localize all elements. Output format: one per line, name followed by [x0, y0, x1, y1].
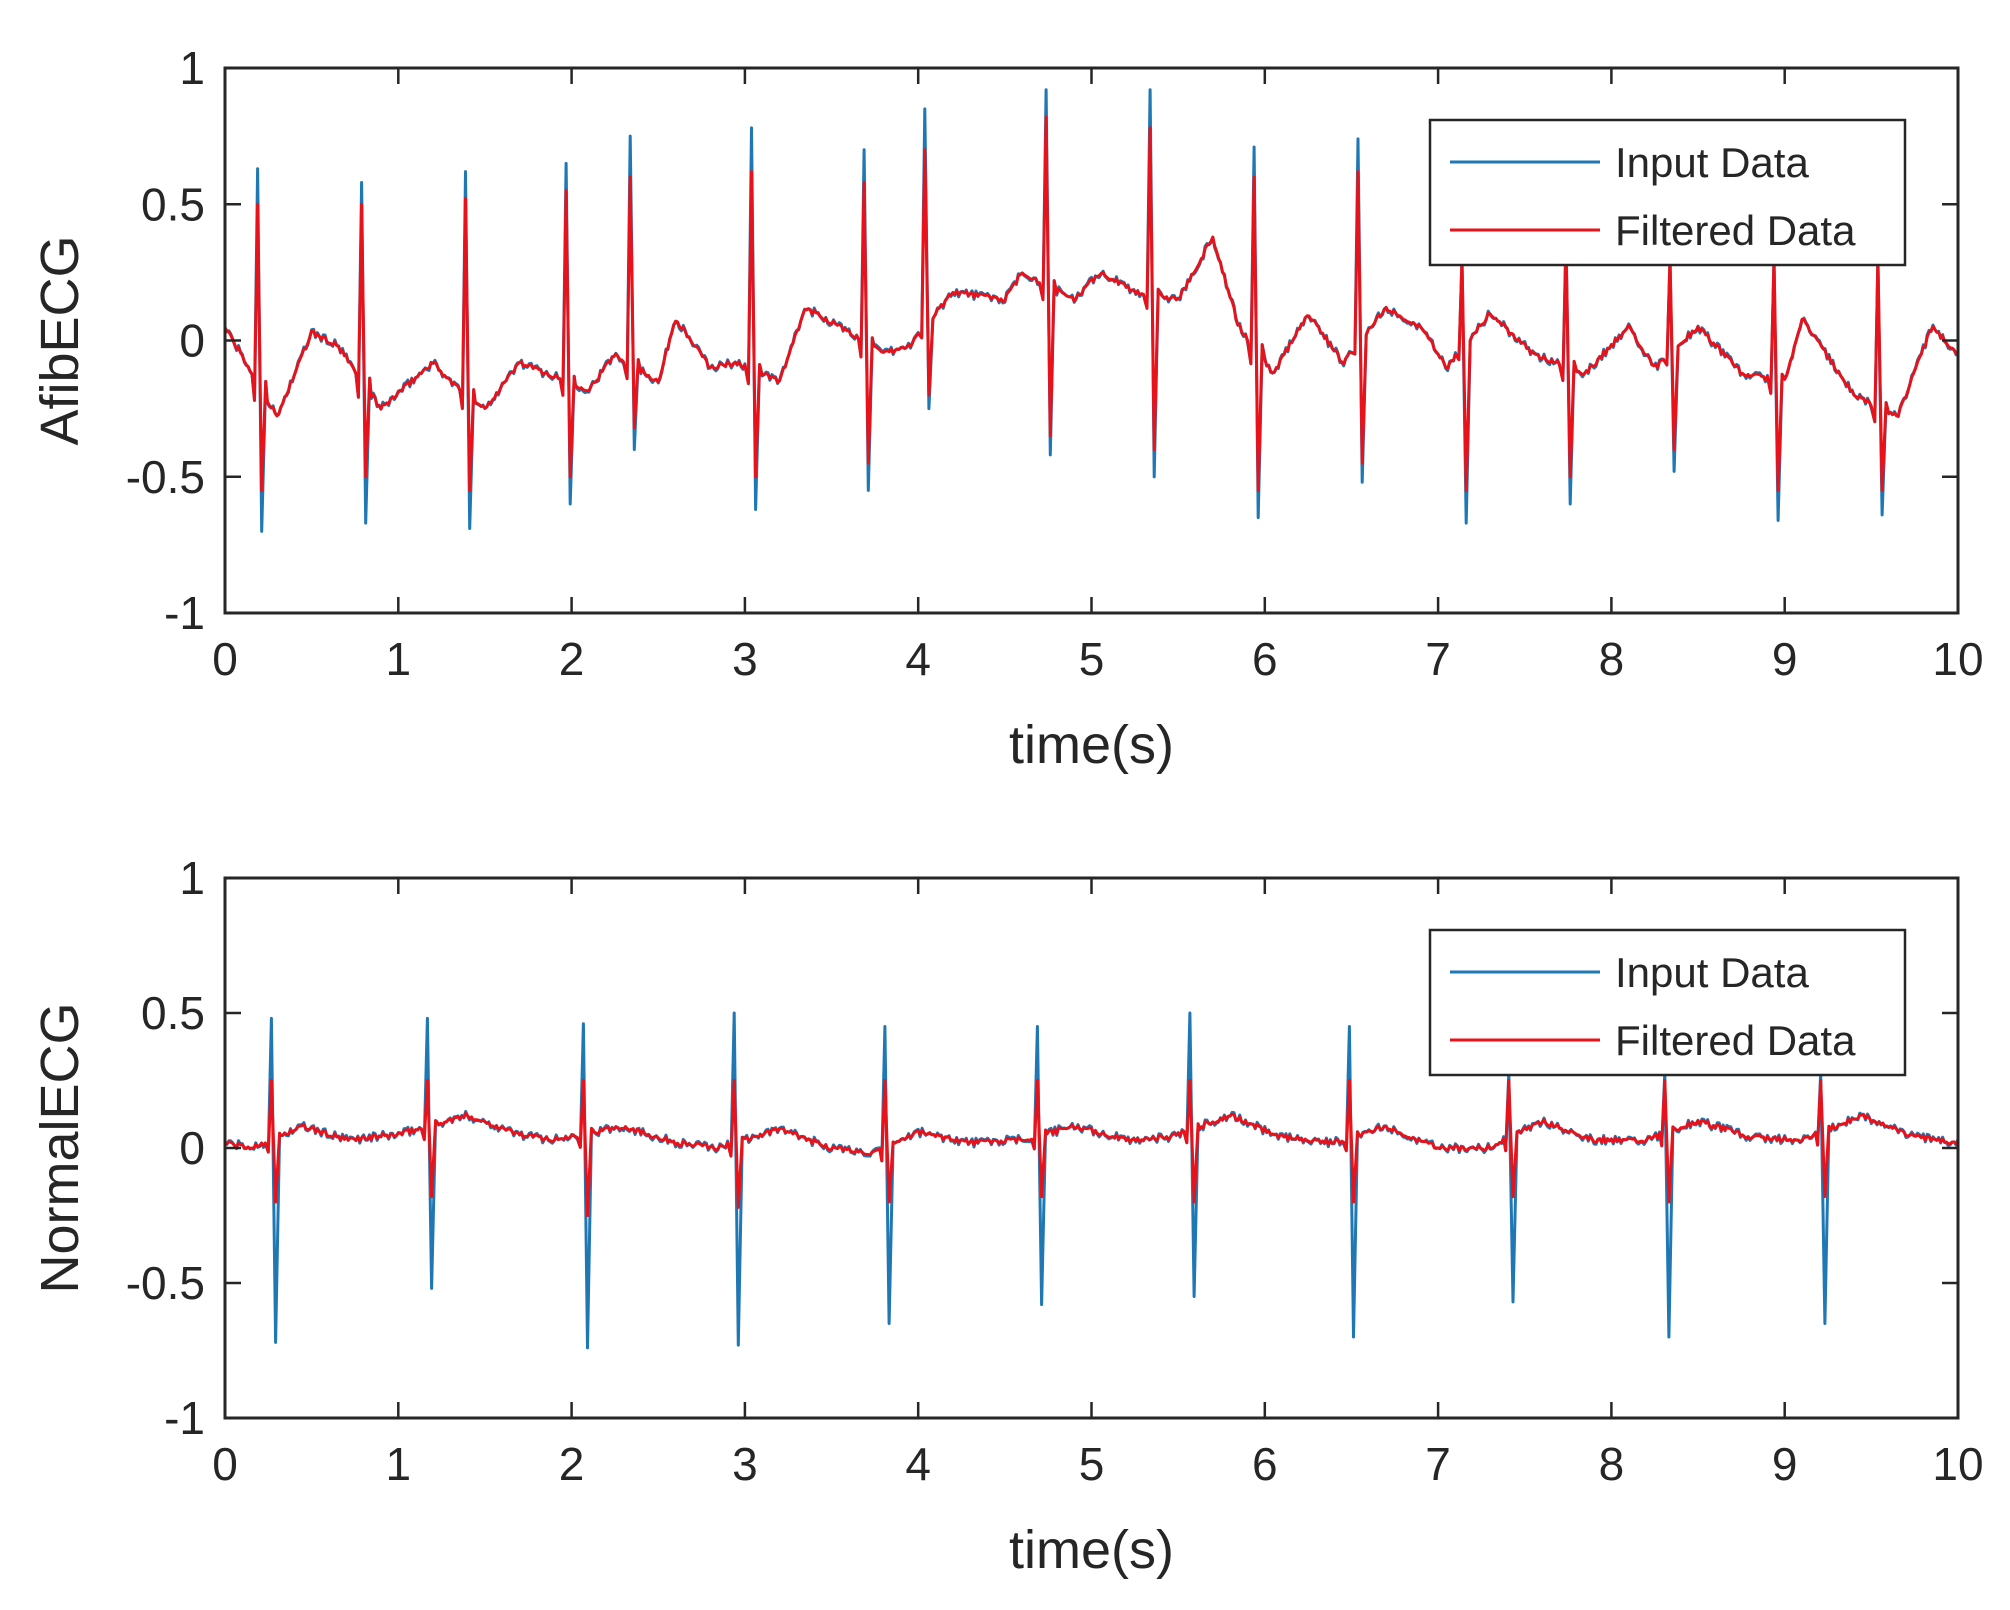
- normal-ticks: 0 1 2 3 4 5 6 7 8 9 10 1 0.5 0 -0.5 -1: [126, 852, 1984, 1490]
- afib-y-tick-label: -0.5: [126, 451, 205, 503]
- afib-x-tick-label: 5: [1079, 633, 1105, 685]
- normal-y-axis-label: NormalECG: [30, 1002, 90, 1293]
- normal-x-axis-label: time(s): [1009, 1520, 1174, 1580]
- afib-y-tick-label: -1: [164, 587, 205, 639]
- afib-legend-box: [1428, 118, 1907, 267]
- normal-x-tick-label: 8: [1599, 1438, 1625, 1490]
- normal-legend: Input Data Filtered Data: [1428, 928, 1907, 1077]
- afib-ticks: 0 1 2 3 4 5 6 7 8 9 10 1 0.5 0 -0.5 -1: [126, 42, 1984, 685]
- normal-legend-box: [1428, 928, 1907, 1077]
- normal-series-filtered-line: [224, 1079, 1960, 1217]
- normal-x-tick-label: 1: [386, 1438, 412, 1490]
- afib-x-tick-label: 0: [212, 633, 238, 685]
- afib-x-axis-label: time(s): [1009, 715, 1174, 775]
- normal-x-tick-label: 4: [905, 1438, 931, 1490]
- normal-x-tick-label: 7: [1425, 1438, 1451, 1490]
- normal-x-tick-label: 10: [1932, 1438, 1983, 1490]
- afib-x-tick-label: 8: [1599, 633, 1625, 685]
- normal-y-tick-label: -0.5: [126, 1257, 205, 1309]
- afib-legend-filtered-label: Filtered Data: [1615, 207, 1856, 254]
- afib-y-tick-label: 0.5: [141, 178, 205, 230]
- afib-x-tick-label: 1: [386, 633, 412, 685]
- afib-x-tick-label: 10: [1932, 633, 1983, 685]
- normal-x-tick-label: 6: [1252, 1438, 1278, 1490]
- afib-x-tick-label: 9: [1772, 633, 1798, 685]
- afib-x-tick-label: 7: [1425, 633, 1451, 685]
- normal-x-tick-label: 5: [1079, 1438, 1105, 1490]
- normal-y-tick-label: 1: [179, 852, 205, 904]
- afib-legend-input-label: Input Data: [1615, 139, 1809, 186]
- normal-x-tick-label: 9: [1772, 1438, 1798, 1490]
- afib-plot-lines: [223, 88, 1960, 533]
- afib-y-axis-label: AfibECG: [30, 235, 90, 445]
- afib-series-filtered-line: [223, 115, 1959, 492]
- afib-x-tick-label: 2: [559, 633, 585, 685]
- afib-x-tick-label: 3: [732, 633, 758, 685]
- normal-x-tick-label: 0: [212, 1438, 238, 1490]
- normal-legend-filtered-label: Filtered Data: [1615, 1017, 1856, 1064]
- normal-ecg-panel: 0 1 2 3 4 5 6 7 8 9 10 1 0.5 0 -0.5 -1 time(s) NormalEC…: [30, 852, 1984, 1580]
- afib-y-tick-label: 1: [179, 42, 205, 94]
- afib-x-tick-label: 6: [1252, 633, 1278, 685]
- normal-y-tick-label: -1: [164, 1392, 205, 1444]
- normal-plot-lines: [224, 1011, 1960, 1350]
- afib-y-tick-label: 0: [179, 315, 205, 367]
- normal-y-tick-label: 0: [179, 1122, 205, 1174]
- normal-y-tick-label: 0.5: [141, 987, 205, 1039]
- normal-x-tick-label: 3: [732, 1438, 758, 1490]
- afib-legend: Input Data Filtered Data: [1428, 118, 1907, 267]
- normal-legend-input-label: Input Data: [1615, 949, 1809, 996]
- afib-x-tick-label: 4: [905, 633, 931, 685]
- normal-x-tick-label: 2: [559, 1438, 585, 1490]
